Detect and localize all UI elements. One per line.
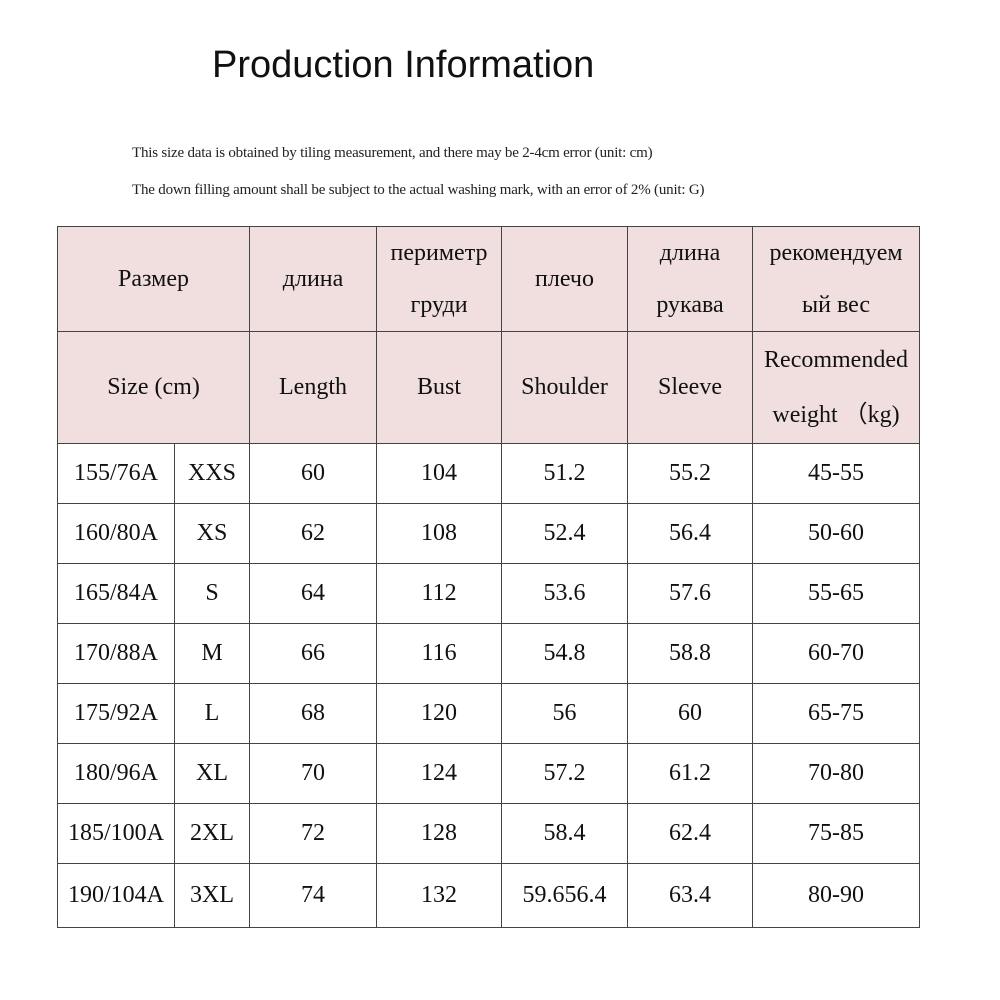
header-weight-en-line1: Recommended [764, 346, 908, 373]
cell-size: S [173, 563, 251, 624]
cell-shoulder: 53.6 [501, 563, 629, 624]
cell-size: L [173, 683, 251, 744]
cell-code: 180/96A [57, 743, 175, 804]
cell-shoulder: 52.4 [501, 503, 629, 564]
header-bust-ru: периметр груди [376, 226, 503, 332]
cell-weight: 50-60 [752, 503, 921, 564]
cell-bust: 104 [376, 443, 503, 504]
header-sleeve-ru: длина рукава [627, 226, 754, 332]
cell-bust: 128 [376, 803, 503, 864]
header-length-en: Length [249, 331, 378, 444]
header-bust-en: Bust [376, 331, 503, 444]
cell-sleeve: 55.2 [627, 443, 754, 504]
header-weight-en-line2: weight （kg) [772, 401, 900, 428]
cell-weight: 45-55 [752, 443, 921, 504]
page-title: Production Information [212, 44, 595, 86]
cell-length: 64 [249, 563, 378, 624]
cell-code: 155/76A [57, 443, 175, 504]
cell-length: 70 [249, 743, 378, 804]
cell-sleeve: 58.8 [627, 623, 754, 684]
measurement-note: This size data is obtained by tiling mea… [132, 145, 653, 161]
header-weight-ru: рекомендуем ый вес [752, 226, 921, 332]
cell-size: XXS [173, 443, 251, 504]
cell-code: 190/104A [57, 863, 175, 928]
header-row-russian: Размер длина периметр груди плечо длина … [56, 226, 921, 332]
cell-sleeve: 60 [627, 683, 754, 744]
table-row: 170/88A M 66 116 54.8 58.8 60-70 [57, 623, 921, 684]
cell-weight: 70-80 [752, 743, 921, 804]
table-row: 155/76A XXS 60 104 51.2 55.2 45-55 [57, 443, 921, 504]
cell-weight: 60-70 [752, 623, 921, 684]
cell-bust: 108 [376, 503, 503, 564]
table-row: 185/100A 2XL 72 128 58.4 62.4 75-85 [57, 803, 921, 864]
cell-code: 170/88A [57, 623, 175, 684]
header-weight-ru-line2: ый вес [801, 292, 871, 318]
table-row: 165/84A S 64 112 53.6 57.6 55-65 [57, 563, 921, 624]
cell-code: 185/100A [57, 803, 175, 864]
cell-length: 72 [249, 803, 378, 864]
header-weight-en: Recommended weight （kg) [752, 331, 921, 444]
cell-bust: 116 [376, 623, 503, 684]
table-row: 190/104A 3XL 74 132 59.656.4 63.4 80-90 [57, 863, 921, 928]
cell-size: 3XL [173, 863, 251, 928]
header-bust-ru-line1: периметр [390, 240, 488, 266]
cell-length: 68 [249, 683, 378, 744]
header-shoulder-en: Shoulder [501, 331, 629, 444]
cell-shoulder: 57.2 [501, 743, 629, 804]
cell-shoulder: 58.4 [501, 803, 629, 864]
cell-size: M [173, 623, 251, 684]
cell-size: XS [173, 503, 251, 564]
header-bust-ru-line2: груди [410, 292, 468, 318]
cell-sleeve: 61.2 [627, 743, 754, 804]
cell-shoulder: 59.656.4 [501, 863, 629, 928]
table-row: 180/96A XL 70 124 57.2 61.2 70-80 [57, 743, 921, 804]
header-length-ru: длина [249, 226, 378, 332]
cell-bust: 112 [376, 563, 503, 624]
cell-sleeve: 63.4 [627, 863, 754, 928]
header-sleeve-en: Sleeve [627, 331, 754, 444]
cell-bust: 132 [376, 863, 503, 928]
cell-sleeve: 56.4 [627, 503, 754, 564]
cell-size: XL [173, 743, 251, 804]
cell-shoulder: 51.2 [501, 443, 629, 504]
cell-weight: 80-90 [752, 863, 921, 928]
cell-weight: 65-75 [752, 683, 921, 744]
cell-code: 165/84A [57, 563, 175, 624]
cell-length: 66 [249, 623, 378, 684]
cell-bust: 124 [376, 743, 503, 804]
cell-sleeve: 57.6 [627, 563, 754, 624]
cell-length: 62 [249, 503, 378, 564]
cell-sleeve: 62.4 [627, 803, 754, 864]
cell-length: 74 [249, 863, 378, 928]
table-row: 175/92A L 68 120 56 60 65-75 [57, 683, 921, 744]
header-shoulder-ru: плечо [501, 226, 629, 332]
size-chart-table: Размер длина периметр груди плечо длина … [56, 226, 921, 928]
header-weight-ru-line1: рекомендуем [769, 240, 903, 266]
table-row: 160/80A XS 62 108 52.4 56.4 50-60 [57, 503, 921, 564]
cell-size: 2XL [173, 803, 251, 864]
header-size-ru: Размер [56, 226, 251, 332]
cell-bust: 120 [376, 683, 503, 744]
cell-code: 175/92A [57, 683, 175, 744]
header-sleeve-ru-line2: рукава [656, 292, 724, 318]
header-row-english: Size (cm) Length Bust Shoulder Sleeve Re… [56, 331, 921, 444]
header-sleeve-ru-line1: длина [659, 240, 721, 266]
cell-length: 60 [249, 443, 378, 504]
cell-weight: 75-85 [752, 803, 921, 864]
cell-code: 160/80A [57, 503, 175, 564]
cell-shoulder: 56 [501, 683, 629, 744]
filling-note: The down filling amount shall be subject… [132, 182, 705, 198]
header-size-en: Size (cm) [56, 331, 251, 444]
cell-shoulder: 54.8 [501, 623, 629, 684]
cell-weight: 55-65 [752, 563, 921, 624]
